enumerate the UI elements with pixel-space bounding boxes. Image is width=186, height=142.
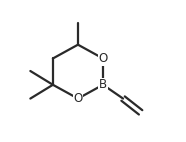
Text: B: B xyxy=(99,78,107,91)
Text: O: O xyxy=(73,92,83,105)
Text: O: O xyxy=(98,52,108,65)
